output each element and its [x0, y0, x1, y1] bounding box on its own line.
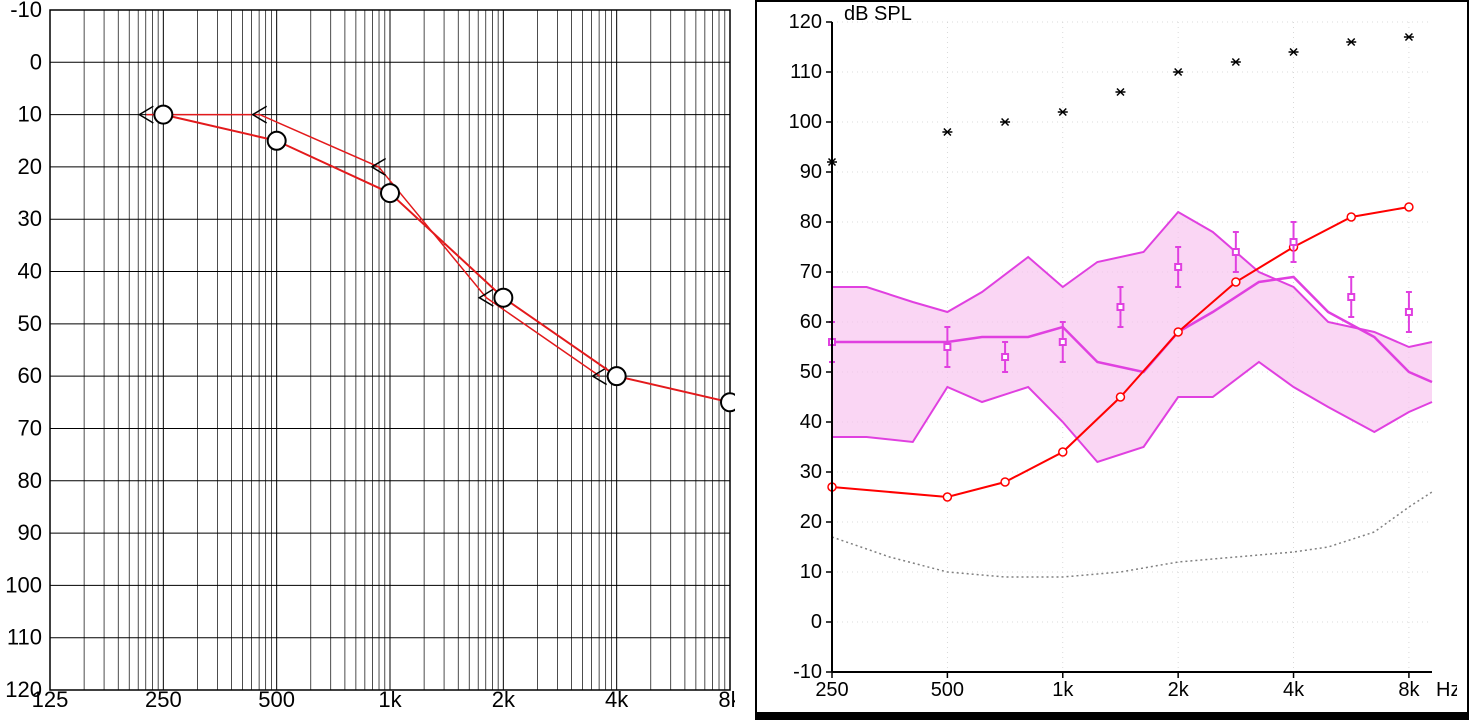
svg-text:30: 30	[18, 206, 42, 231]
svg-text:10: 10	[18, 102, 42, 127]
svg-text:4k: 4k	[605, 687, 629, 710]
audiogram-chart: -100102030405060708090100110120125250500…	[0, 0, 735, 710]
svg-text:0: 0	[811, 611, 822, 633]
svg-text:60: 60	[800, 311, 822, 333]
svg-text:250: 250	[815, 679, 848, 701]
svg-text:40: 40	[800, 411, 822, 433]
svg-text:50: 50	[18, 311, 42, 336]
svg-text:80: 80	[800, 211, 822, 233]
svg-text:2k: 2k	[1168, 679, 1190, 701]
svg-text:8k: 8k	[1398, 679, 1420, 701]
svg-text:100: 100	[789, 111, 822, 133]
svg-text:70: 70	[18, 415, 42, 440]
svg-text:dB SPL: dB SPL	[844, 3, 912, 25]
svg-text:20: 20	[18, 154, 42, 179]
svg-text:120: 120	[789, 11, 822, 33]
svg-text:125: 125	[32, 687, 69, 710]
svg-text:100: 100	[5, 572, 42, 597]
svg-text:0: 0	[30, 49, 42, 74]
svg-text:8k: 8k	[718, 687, 735, 710]
svg-text:Hz: Hz	[1436, 679, 1457, 701]
svg-text:110: 110	[790, 61, 822, 83]
svg-text:-10: -10	[10, 0, 42, 22]
svg-text:70: 70	[800, 261, 822, 283]
svg-text:40: 40	[18, 259, 42, 284]
svg-text:500: 500	[931, 679, 964, 701]
svg-text:10: 10	[800, 561, 822, 583]
svg-text:90: 90	[800, 161, 822, 183]
svg-text:1k: 1k	[1052, 679, 1074, 701]
spl-chart: -1001020304050607080901001101202505001k2…	[755, 0, 1469, 720]
svg-text:60: 60	[18, 363, 42, 388]
svg-text:2k: 2k	[492, 687, 516, 710]
chart-container: -100102030405060708090100110120125250500…	[0, 0, 1483, 722]
svg-text:80: 80	[18, 468, 42, 493]
svg-text:90: 90	[18, 520, 42, 545]
svg-text:50: 50	[800, 361, 822, 383]
svg-text:500: 500	[258, 687, 295, 710]
svg-text:250: 250	[145, 687, 182, 710]
svg-text:20: 20	[800, 511, 822, 533]
svg-text:110: 110	[7, 625, 42, 650]
svg-text:1k: 1k	[378, 687, 402, 710]
svg-text:30: 30	[800, 461, 822, 483]
svg-text:4k: 4k	[1283, 679, 1305, 701]
